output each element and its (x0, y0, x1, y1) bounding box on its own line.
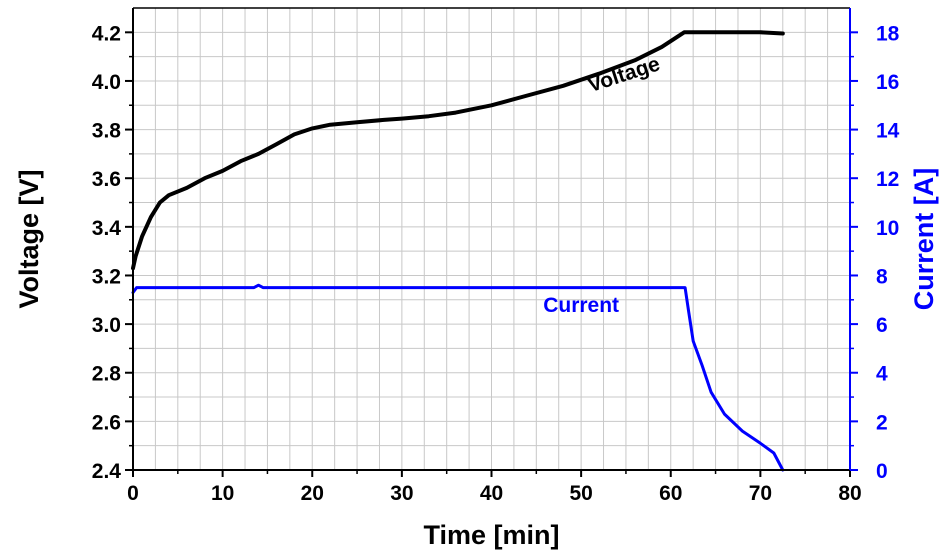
x-axis-label: Time [min] (423, 520, 559, 550)
y-right-tick-label: 16 (876, 71, 899, 94)
x-tick-label: 20 (301, 482, 324, 505)
y-left-tick-label: 4.0 (92, 71, 121, 94)
y-left-tick-label: 4.2 (92, 22, 121, 45)
series-line-current (131, 283, 785, 472)
tick-layer: 0 10 20 30 40 50 60 70 802.42.62.83.03.23.43.63.… (92, 22, 900, 505)
x-tick-label: 10 (211, 482, 234, 505)
grid (133, 8, 850, 470)
annotation-current: Current (543, 294, 619, 317)
y-axis-label-left: Voltage [V] (14, 169, 44, 308)
x-tick-label: 0 (127, 482, 139, 505)
series-layer (131, 30, 785, 472)
y-right-tick-label: 0 (876, 460, 888, 483)
y-left-tick-label: 2.4 (92, 460, 122, 483)
x-tick-label: 60 (659, 482, 682, 505)
y-axis-label-right: Current [A] (909, 168, 939, 311)
y-right-tick-label: 6 (876, 314, 888, 337)
x-tick-label: 40 (480, 482, 503, 505)
y-right-tick-label: 8 (876, 265, 888, 288)
x-tick-label: 80 (838, 482, 861, 505)
y-left-tick-label: 2.8 (92, 363, 122, 386)
y-left-tick-label: 3.2 (92, 265, 121, 288)
x-tick-label: 70 (749, 482, 772, 505)
x-tick-label: 30 (390, 482, 413, 505)
y-right-tick-label: 4 (876, 363, 888, 386)
y-right-tick-label: 18 (876, 22, 900, 45)
y-right-tick-label: 10 (876, 217, 899, 240)
y-right-tick-label: 12 (876, 168, 899, 191)
y-left-tick-label: 3.4 (92, 217, 122, 240)
y-left-tick-label: 3.6 (92, 168, 121, 191)
y-left-tick-label: 3.0 (92, 314, 121, 337)
y-right-tick-label: 2 (876, 411, 888, 434)
y-left-tick-label: 2.6 (92, 411, 121, 434)
x-tick-label: 50 (569, 482, 592, 505)
y-left-tick-label: 3.8 (92, 120, 122, 143)
y-right-tick-label: 14 (876, 120, 900, 143)
series-line-voltage (131, 30, 785, 271)
